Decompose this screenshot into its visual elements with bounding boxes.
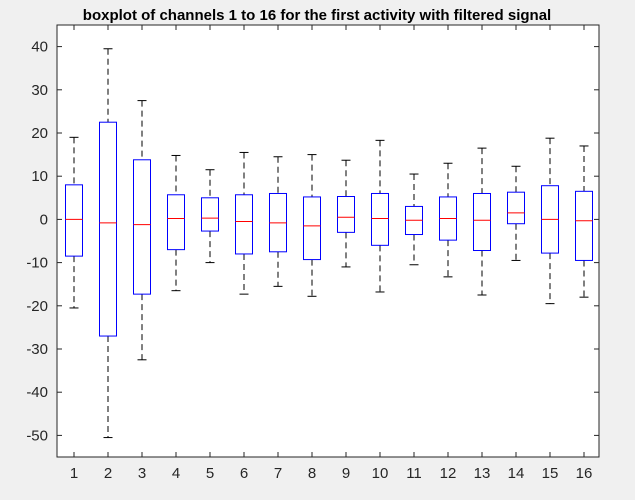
box-iqr [65,184,83,257]
box-channel-8 [303,154,321,297]
box-channel-7 [269,156,287,287]
box-channel-6 [235,151,253,295]
box-iqr [371,192,389,246]
y-tick-label: 30 [31,82,48,99]
x-tick-label: 3 [138,465,146,482]
box-iqr [303,196,321,261]
y-tick-label: -30 [26,341,48,358]
box-channel-9 [337,159,355,268]
axes-frame [56,24,600,458]
x-tick-label: 14 [508,465,525,482]
y-tick-label: 40 [31,39,48,56]
y-axis-ticks: 40 30 20 10 0 -10 -20 -30 -40 -50 [26,39,599,444]
box-channel-10 [371,139,389,293]
box-channel-2 [99,48,117,439]
y-tick-label: -20 [26,298,48,315]
box-iqr [507,191,525,225]
box-marks [65,48,593,439]
box-channel-16 [575,145,593,298]
box-iqr [201,197,219,232]
x-tick-label: 10 [372,465,389,482]
y-tick-label: -40 [26,384,48,401]
x-tick-label: 16 [576,465,593,482]
y-tick-label: 0 [40,211,48,228]
box-iqr [167,194,185,251]
y-tick-label: 20 [31,125,48,142]
box-channel-4 [167,154,185,292]
x-tick-label: 4 [172,465,180,482]
chart-title: boxplot of channels 1 to 16 for the firs… [83,7,551,24]
box-iqr [473,192,491,252]
x-tick-label: 1 [70,465,78,482]
y-tick-label: 10 [31,168,48,185]
box-channel-14 [507,165,525,261]
x-tick-label: 7 [274,465,282,482]
x-axis-ticks: 1 2 3 4 5 6 7 8 9 10 11 12 13 14 15 16 [70,25,593,482]
box-channel-1 [65,136,83,309]
box-channel-11 [405,173,423,266]
x-tick-label: 8 [308,465,316,482]
box-iqr [99,121,117,337]
x-tick-label: 11 [406,465,422,482]
box-channel-13 [473,147,491,296]
x-tick-label: 9 [342,465,350,482]
x-tick-label: 13 [474,465,491,482]
y-tick-label: -10 [26,255,48,272]
box-iqr [575,190,593,261]
y-tick-label: -50 [26,427,48,444]
box-channel-5 [201,169,219,264]
box-iqr [133,159,151,295]
box-channel-15 [541,137,559,305]
box-channel-12 [439,162,457,278]
x-tick-label: 5 [206,465,214,482]
x-tick-label: 6 [240,465,248,482]
x-tick-label: 2 [104,465,112,482]
plot-area [57,25,599,457]
x-tick-label: 12 [440,465,457,482]
box-iqr [337,196,355,233]
box-iqr [235,194,253,255]
box-channel-3 [133,100,151,361]
x-tick-label: 15 [542,465,559,482]
